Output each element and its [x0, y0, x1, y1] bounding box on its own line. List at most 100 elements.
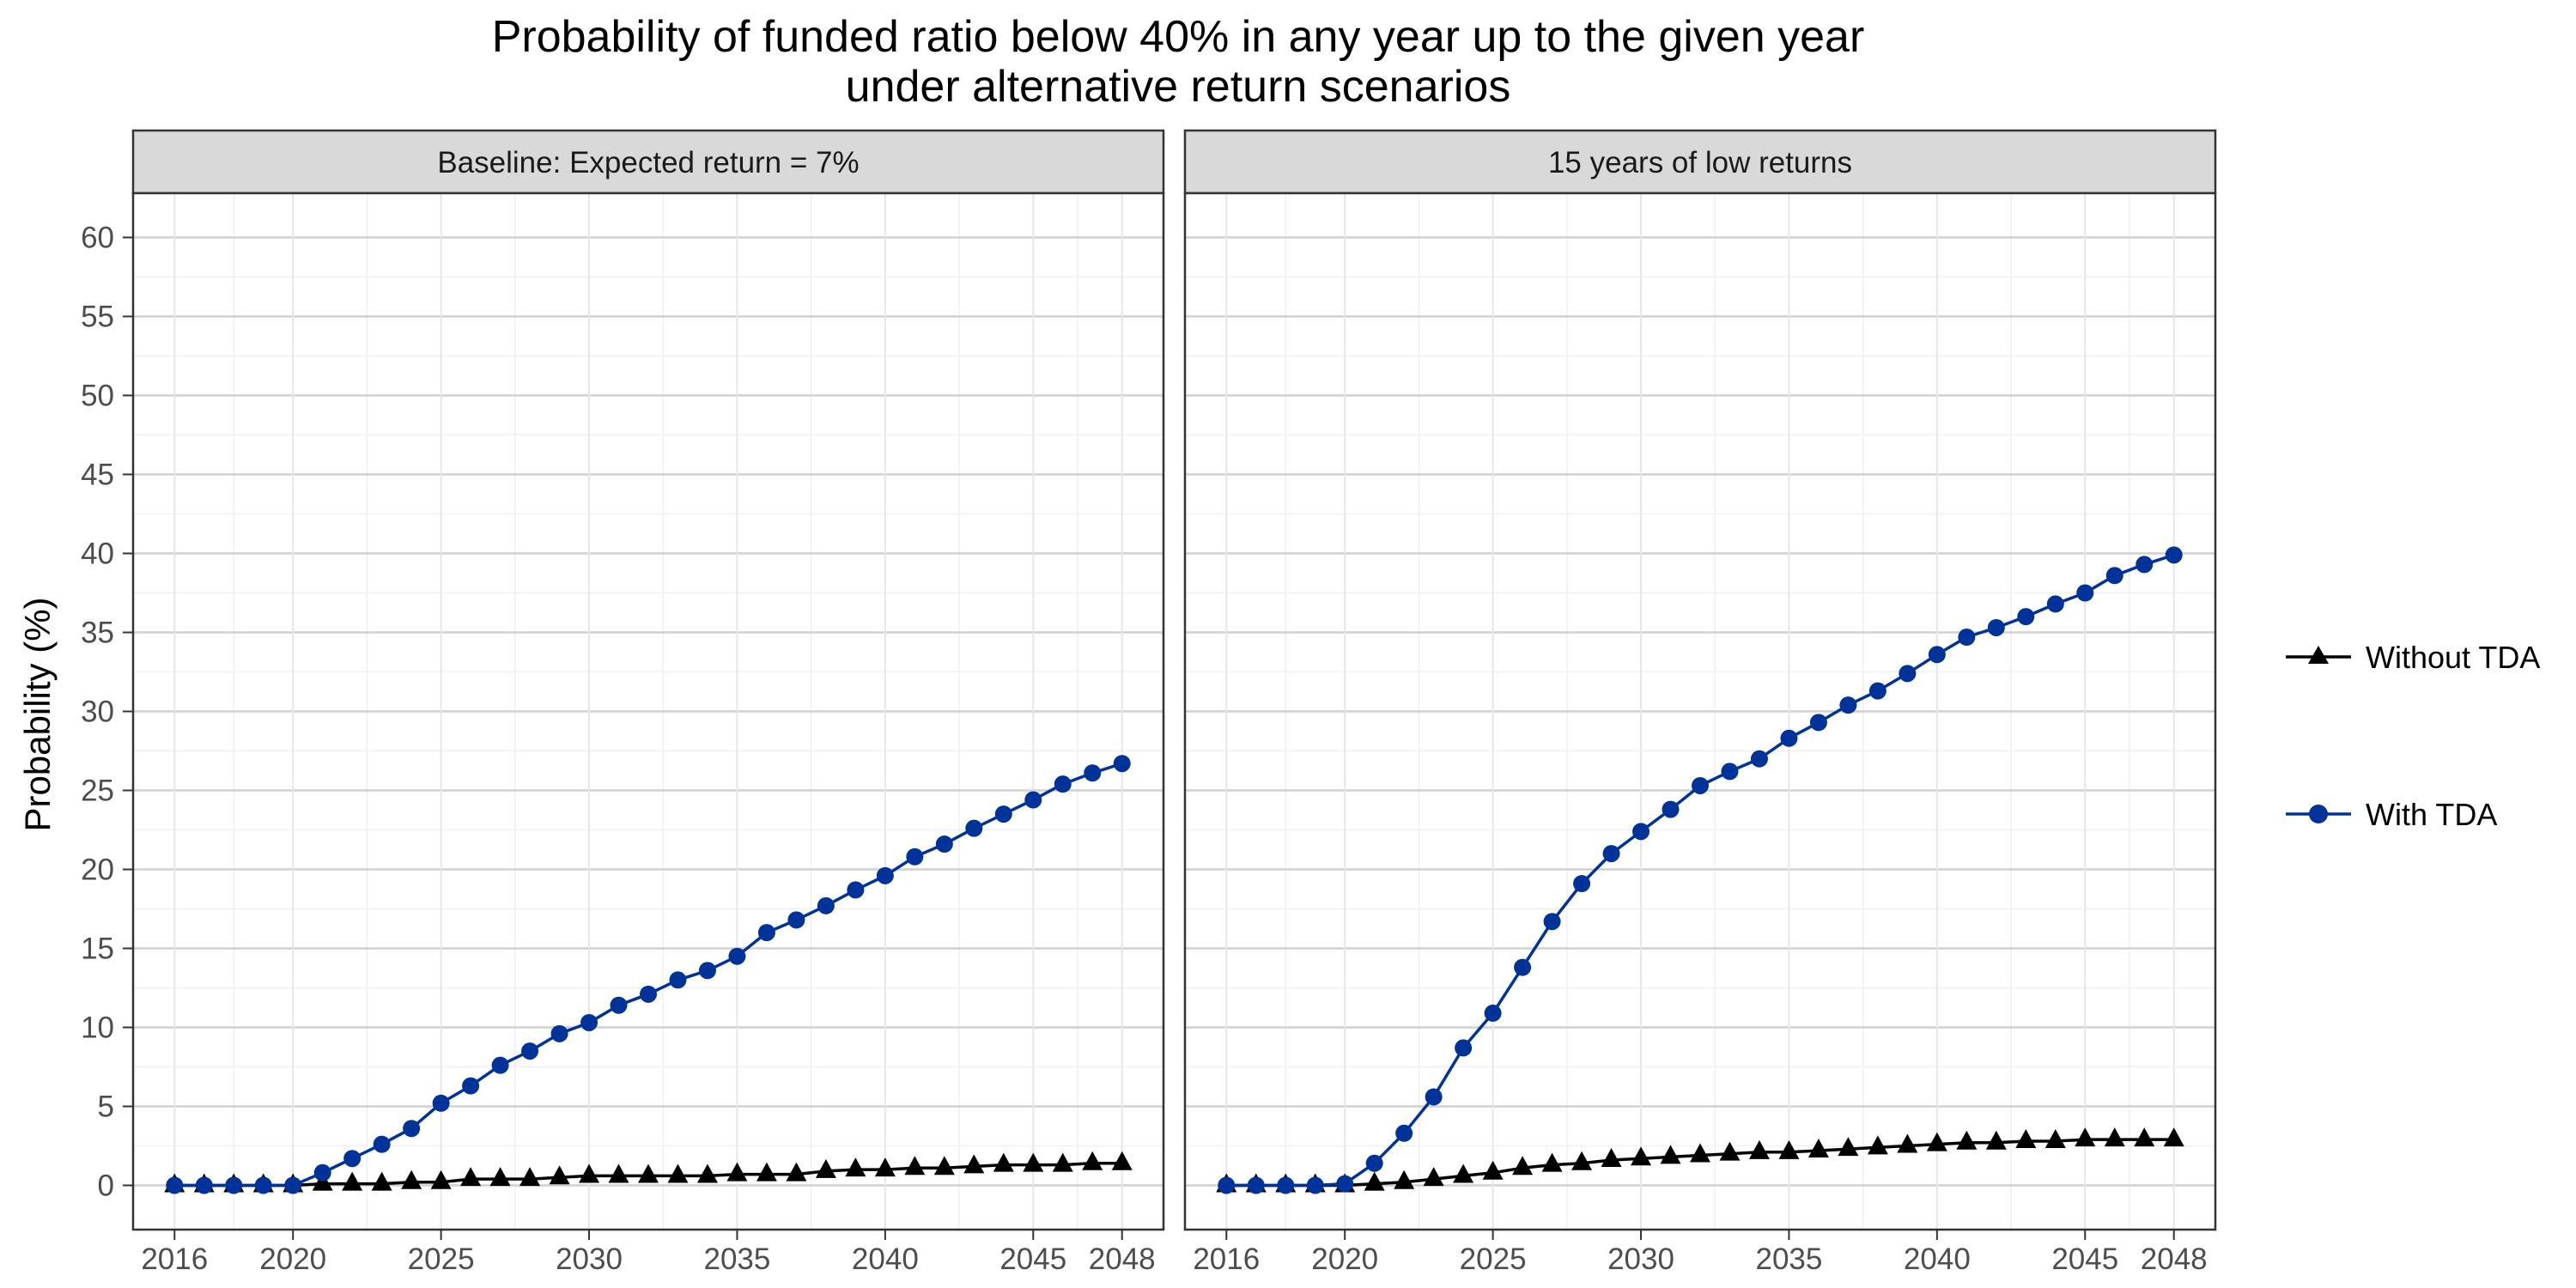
data-point-without-tda — [1394, 1170, 1415, 1189]
data-point-with-tda — [1987, 618, 2005, 636]
data-point-with-tda — [876, 866, 894, 884]
chart-title: Probability of funded ratio below 40% in… — [492, 12, 1865, 112]
y-tick-label: 10 — [81, 1011, 114, 1044]
data-point-with-tda — [373, 1135, 391, 1153]
data-point-without-tda — [726, 1162, 748, 1182]
data-point-with-tda — [757, 924, 775, 942]
data-point-without-tda — [1364, 1171, 1385, 1191]
data-point-without-tda — [667, 1163, 689, 1183]
data-point-with-tda — [906, 848, 924, 866]
data-point-without-tda — [1601, 1148, 1622, 1168]
data-point-with-tda — [1692, 776, 1709, 794]
data-point-with-tda — [1809, 714, 1827, 732]
y-axis-title: Probability (%) — [17, 597, 58, 831]
y-tick-label: 5 — [98, 1090, 114, 1123]
data-point-with-tda — [462, 1077, 480, 1095]
data-point-with-tda — [1306, 1176, 1324, 1194]
data-point-without-tda — [1807, 1139, 1829, 1158]
data-point-with-tda — [1868, 682, 1886, 700]
legend-label-without-tda: Without TDA — [2366, 640, 2540, 675]
x-tick-label: 2016 — [1193, 1242, 1260, 1276]
data-point-with-tda — [2105, 567, 2123, 585]
data-point-with-tda — [1455, 1039, 1473, 1057]
data-point-with-tda — [1750, 750, 1768, 768]
chart-subtitle: under alternative return scenarios — [846, 62, 1511, 112]
data-point-without-tda — [1748, 1139, 1770, 1159]
x-tick-label: 2040 — [852, 1242, 919, 1276]
data-point-with-tda — [195, 1176, 213, 1194]
data-point-with-tda — [254, 1176, 272, 1194]
y-tick-label: 50 — [81, 380, 114, 413]
legend: Without TDA With TDA — [2286, 640, 2540, 832]
data-point-without-tda — [2075, 1127, 2096, 1147]
data-point-with-tda — [1484, 1004, 1502, 1022]
panel-low-returns: 15 years of low returns 2016 2020 2025 2030 2… — [1183, 129, 2217, 1276]
legend-item-with-tda: With TDA — [2286, 797, 2497, 832]
data-point-without-tda — [1838, 1137, 1859, 1157]
legend-label-with-tda: With TDA — [2366, 797, 2497, 832]
data-point-with-tda — [1247, 1176, 1265, 1194]
data-point-with-tda — [2136, 556, 2154, 574]
data-point-without-tda — [786, 1162, 807, 1182]
y-tick-label: 45 — [81, 459, 114, 492]
data-point-with-tda — [1928, 646, 1946, 664]
data-point-without-tda — [2163, 1127, 2184, 1147]
legend-triangle-marker-icon — [2308, 646, 2329, 664]
y-tick-label: 60 — [81, 222, 114, 255]
x-tick-label: 2025 — [1460, 1242, 1527, 1276]
data-point-without-tda — [1423, 1167, 1444, 1187]
data-point-without-tda — [963, 1154, 985, 1174]
x-tick-label: 2045 — [999, 1242, 1066, 1276]
data-point-with-tda — [1602, 845, 1620, 863]
data-point-without-tda — [1482, 1160, 1504, 1180]
data-point-without-tda — [1111, 1151, 1133, 1170]
y-tick-label: 25 — [81, 774, 114, 807]
data-point-with-tda — [1218, 1176, 1236, 1194]
data-point-without-tda — [874, 1157, 896, 1177]
y-tick-label: 35 — [81, 617, 114, 650]
data-point-without-tda — [549, 1165, 570, 1185]
data-point-with-tda — [1514, 958, 1532, 976]
data-point-without-tda — [430, 1170, 452, 1189]
x-tick-label: 2025 — [408, 1242, 475, 1276]
data-point-without-tda — [579, 1163, 600, 1183]
data-point-without-tda — [460, 1167, 482, 1187]
data-point-without-tda — [756, 1162, 777, 1182]
data-point-with-tda — [1084, 764, 1102, 782]
data-point-without-tda — [1867, 1135, 1888, 1155]
data-point-without-tda — [904, 1156, 926, 1176]
data-point-without-tda — [1778, 1139, 1800, 1159]
data-point-with-tda — [669, 971, 687, 989]
data-point-with-tda — [1054, 775, 1072, 793]
data-point-with-tda — [1395, 1124, 1413, 1142]
data-point-without-tda — [1956, 1130, 1978, 1150]
data-point-with-tda — [1543, 913, 1561, 931]
data-point-with-tda — [1573, 875, 1591, 893]
data-point-with-tda — [728, 947, 746, 965]
data-point-without-tda — [2044, 1128, 2066, 1148]
data-point-with-tda — [847, 881, 865, 899]
data-point-with-tda — [1024, 791, 1042, 809]
data-point-with-tda — [935, 835, 953, 854]
data-point-with-tda — [1365, 1154, 1383, 1172]
facet-strip — [131, 129, 1165, 195]
data-point-with-tda — [1632, 823, 1650, 841]
data-point-with-tda — [1113, 755, 1131, 773]
data-point-with-tda — [965, 819, 983, 837]
data-point-with-tda — [1662, 800, 1680, 818]
data-point-with-tda — [817, 896, 835, 914]
data-point-without-tda — [993, 1152, 1014, 1172]
facet-strip-label: 15 years of low returns — [1548, 146, 1852, 179]
data-point-without-tda — [519, 1167, 541, 1187]
data-point-with-tda — [580, 1013, 598, 1031]
data-point-with-tda — [994, 805, 1012, 823]
data-point-without-tda — [2015, 1128, 2037, 1148]
data-point-without-tda — [1082, 1151, 1103, 1170]
data-point-without-tda — [401, 1170, 422, 1189]
data-point-with-tda — [432, 1094, 450, 1112]
data-point-with-tda — [610, 996, 628, 1014]
chart-title-line-1: Probability of funded ratio below 40% in… — [492, 12, 1865, 62]
data-point-without-tda — [342, 1171, 363, 1191]
data-point-with-tda — [1839, 696, 1857, 714]
